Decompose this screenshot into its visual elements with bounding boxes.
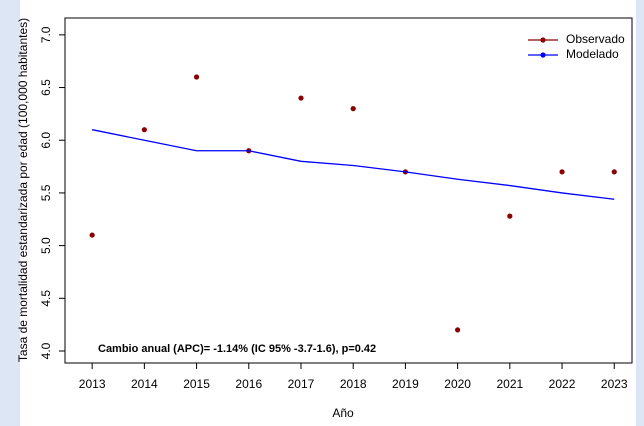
observed-point [298, 95, 304, 101]
y-tick-label: 4.5 [39, 290, 53, 307]
y-tick-label: 4.0 [39, 342, 53, 359]
annotation: Cambio anual (APC)= -1.14% (IC 95% -3.7-… [98, 343, 376, 355]
y-tick-label: 5.0 [39, 237, 53, 254]
x-axis-label: Año [332, 406, 354, 420]
legend-point [540, 52, 546, 58]
x-tick-label: 2020 [444, 377, 471, 391]
x-tick-label: 2022 [549, 377, 576, 391]
x-tick-label: 2016 [235, 377, 262, 391]
legend-point [540, 37, 546, 43]
x-tick-label: 2018 [340, 377, 367, 391]
x-tick-label: 2019 [392, 377, 419, 391]
y-tick-label: 6.0 [39, 132, 53, 149]
x-tick-label: 2014 [131, 377, 158, 391]
observed-point [89, 232, 95, 238]
model-line [92, 129, 615, 200]
x-tick-label: 2021 [496, 377, 523, 391]
chart-background [20, 0, 636, 426]
x-tick-label: 2017 [288, 377, 315, 391]
observed-point [559, 169, 565, 175]
x-tick-label: 2013 [79, 377, 106, 391]
legend-label: Observado [566, 32, 625, 46]
x-tick-label: 2023 [601, 377, 628, 391]
y-axis-label: Tasa de mortalidad estandarizada por eda… [16, 18, 30, 362]
observed-point [455, 327, 461, 333]
observed-point [141, 127, 147, 133]
observed-point [507, 213, 513, 219]
x-tick-label: 2015 [183, 377, 210, 391]
y-tick-label: 7.0 [39, 26, 53, 43]
y-tick-label: 5.5 [39, 184, 53, 201]
observed-point [611, 169, 617, 175]
observed-point [193, 74, 200, 80]
observed-point [350, 106, 356, 112]
y-tick-label: 6.5 [39, 79, 53, 96]
plot-frame [64, 17, 633, 364]
legend-label: Modelado [566, 47, 619, 61]
